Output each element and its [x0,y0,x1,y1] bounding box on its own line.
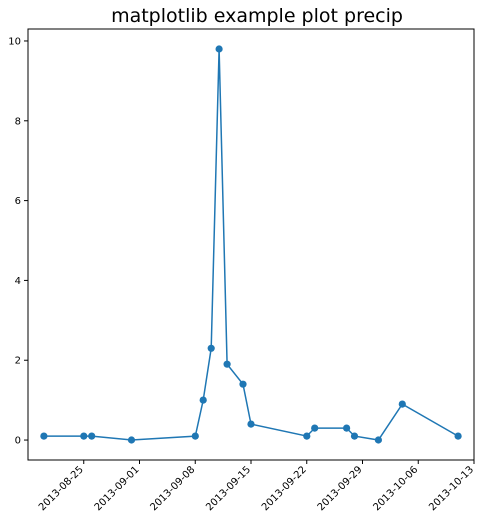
x-tick-label: 2013-10-13 [427,464,476,513]
data-point [80,432,88,440]
data-point [398,400,406,408]
data-point [207,344,215,352]
plot-frame [27,28,475,461]
x-tick-label: 2013-09-15 [204,464,253,513]
data-point [343,424,351,432]
data-point [303,432,311,440]
series-line-path [43,48,459,441]
x-tick-label: 2013-10-06 [371,464,420,513]
x-tick-label: 2013-09-29 [316,464,365,513]
data-point [191,432,199,440]
data-point [199,396,207,404]
chart-title: matplotlib example plot precip [111,5,403,27]
data-point [88,432,96,440]
x-tick-label: 2013-09-08 [148,464,197,513]
data-point [239,380,247,388]
data-point [350,432,359,440]
data-point [311,424,319,432]
y-tick-label: 4 [15,276,21,287]
y-tick-label: 2 [15,356,21,367]
data-point [247,420,255,428]
data-point [223,360,231,368]
x-tick-label: 2013-08-25 [37,464,86,513]
data-point [40,432,48,440]
data-point [215,45,223,53]
data-point [127,436,136,444]
y-tick-label: 10 [8,36,21,47]
y-tick-label: 6 [15,196,21,207]
y-tick-label: 0 [15,436,21,447]
axes [27,28,475,461]
x-tick-label: 2013-09-22 [260,464,309,513]
y-tick-label: 8 [15,116,21,127]
x-tick-label: 2013-09-01 [93,464,142,513]
series-line [40,45,462,444]
data-point [454,432,462,440]
data-point [374,436,382,444]
